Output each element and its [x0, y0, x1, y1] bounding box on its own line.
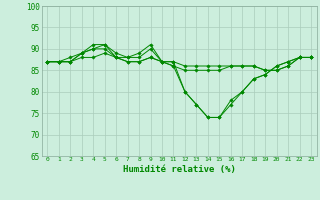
X-axis label: Humidité relative (%): Humidité relative (%): [123, 165, 236, 174]
